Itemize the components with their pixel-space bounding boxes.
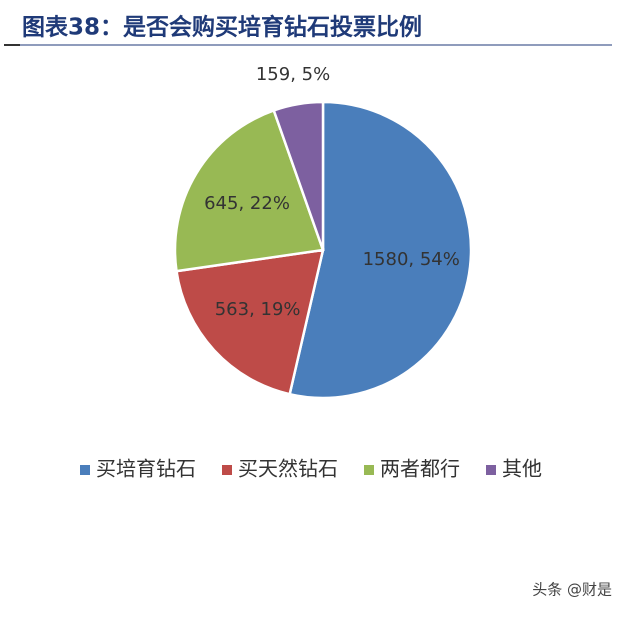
legend-label: 买天然钻石 <box>238 457 338 481</box>
data-label: 159, 5% <box>256 64 330 85</box>
legend: 买培育钻石 买天然钻石 两者都行 其他 <box>80 457 542 481</box>
legend-label: 买培育钻石 <box>96 457 196 481</box>
pie: 1580, 54% 563, 19% 645, 22% 159, 5% <box>173 64 473 400</box>
watermark: 头条 @财是 <box>532 581 612 599</box>
pie-slice <box>288 100 473 400</box>
pie-slice <box>173 108 325 273</box>
legend-swatch <box>80 465 90 475</box>
legend-label: 其他 <box>502 457 542 481</box>
data-label: 1580, 54% <box>363 249 460 270</box>
chart-title: 图表38：是否会购买培育钻石投票比例 <box>22 14 422 41</box>
data-label: 563, 19% <box>215 299 301 320</box>
legend-swatch <box>364 465 374 475</box>
data-label: 645, 22% <box>204 193 290 214</box>
pie-slice <box>175 248 325 396</box>
legend-label: 两者都行 <box>380 457 460 481</box>
legend-swatch <box>486 465 496 475</box>
pie-slice <box>272 100 325 251</box>
legend-swatch <box>222 465 232 475</box>
